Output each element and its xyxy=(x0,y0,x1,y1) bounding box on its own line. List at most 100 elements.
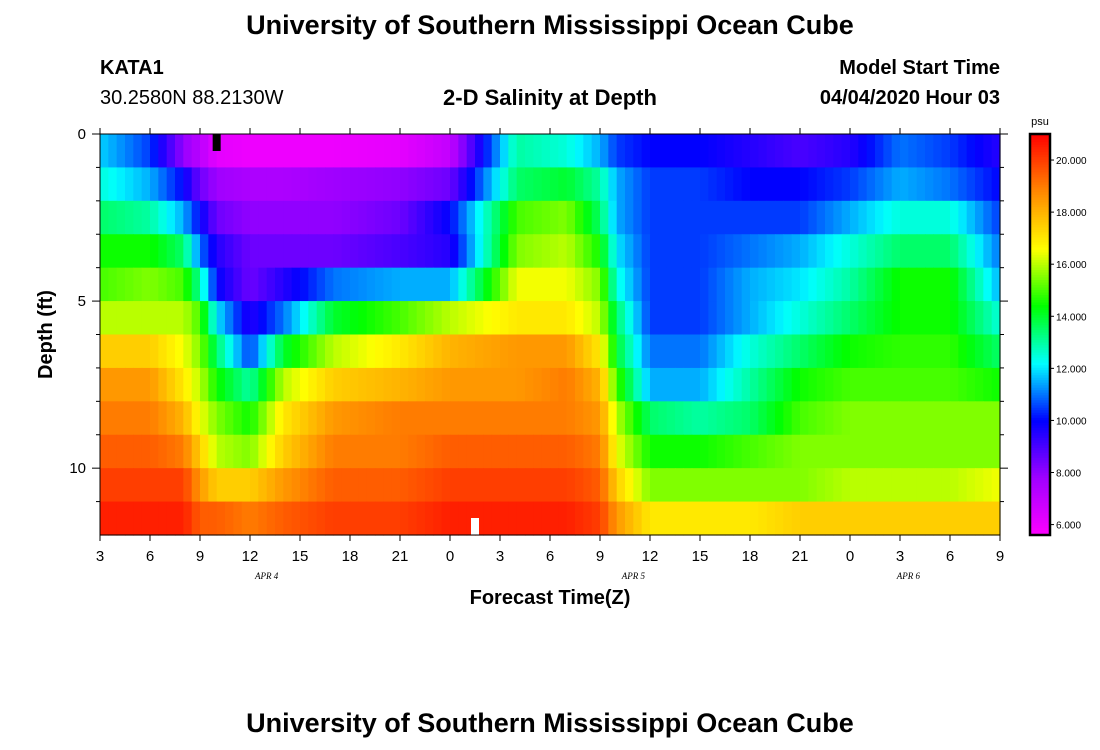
heatmap-cell xyxy=(758,367,768,402)
heatmap-cell xyxy=(283,434,293,469)
heatmap-cell xyxy=(283,367,293,402)
heatmap-cell xyxy=(841,334,851,369)
heatmap-cell xyxy=(675,167,684,202)
station-id: KATA1 xyxy=(100,57,164,79)
heatmap-cell xyxy=(275,501,284,536)
heatmap-cell xyxy=(791,334,801,369)
heatmap-cell xyxy=(308,234,318,269)
heatmap-cell xyxy=(358,134,368,169)
heatmap-cell xyxy=(775,367,784,402)
colorbar-strip xyxy=(1030,324,1050,328)
heatmap-cell xyxy=(941,301,951,336)
colorbar-strip xyxy=(1030,364,1050,368)
plot-title: 2-D Salinity at Depth xyxy=(443,85,657,110)
heatmap-cell xyxy=(250,468,259,503)
heatmap-cell xyxy=(966,301,976,336)
heatmap-cell xyxy=(175,167,184,202)
heatmap-cell xyxy=(325,301,334,336)
heatmap-cell xyxy=(833,167,843,202)
heatmap-cell xyxy=(141,468,151,503)
heatmap-cell xyxy=(450,367,459,402)
heatmap-cell xyxy=(241,401,251,436)
heatmap-cell xyxy=(791,434,801,469)
heatmap-cell xyxy=(250,200,259,235)
heatmap-cell xyxy=(658,367,668,402)
heatmap-cell xyxy=(800,501,809,536)
heatmap-cell xyxy=(366,501,376,536)
colorbar-strip xyxy=(1030,239,1050,243)
heatmap-cell xyxy=(200,334,209,369)
heatmap-cell xyxy=(866,501,876,536)
heatmap-cell xyxy=(675,267,684,302)
heatmap-cell xyxy=(400,468,409,503)
heatmap-cell xyxy=(758,468,768,503)
heatmap-cell xyxy=(875,501,884,536)
heatmap-cell xyxy=(508,301,518,336)
heatmap-cell xyxy=(700,501,709,536)
heatmap-cell xyxy=(766,334,776,369)
heatmap-cell xyxy=(983,134,993,169)
heatmap-cell xyxy=(391,267,401,302)
colorbar-strip xyxy=(1030,362,1050,366)
heatmap-cell xyxy=(100,234,109,269)
heatmap-cell xyxy=(133,200,143,235)
heatmap-cell xyxy=(125,468,134,503)
heatmap-cell xyxy=(325,234,334,269)
heatmap-cell xyxy=(508,501,518,536)
heatmap-cell xyxy=(175,267,184,302)
heatmap-cell xyxy=(183,501,193,536)
colorbar-strip xyxy=(1030,276,1050,280)
heatmap-cell xyxy=(508,200,518,235)
heatmap-cell xyxy=(850,468,859,503)
heatmap-cell xyxy=(400,267,409,302)
colorbar-strip xyxy=(1030,329,1050,333)
heatmap-cell xyxy=(516,234,526,269)
heatmap-cell xyxy=(991,468,1001,503)
heatmap-cell xyxy=(233,267,243,302)
heatmap-cell xyxy=(541,501,551,536)
heatmap-cell xyxy=(108,167,118,202)
heatmap-cell xyxy=(333,501,343,536)
heatmap-cell xyxy=(650,401,659,436)
heatmap-cell xyxy=(991,401,1001,436)
heatmap-cell xyxy=(883,200,893,235)
heatmap-cell xyxy=(175,501,184,536)
heatmap-cell xyxy=(258,334,268,369)
heatmap-cell xyxy=(575,401,584,436)
heatmap-cell xyxy=(966,434,976,469)
heatmap-cell xyxy=(433,468,443,503)
y-axis-label: Depth (ft) xyxy=(35,290,57,379)
heatmap-cell xyxy=(183,234,193,269)
heatmap-cell xyxy=(400,501,409,536)
heatmap-cell xyxy=(583,468,593,503)
heatmap-cell xyxy=(233,501,243,536)
heatmap-cell xyxy=(400,367,409,402)
heatmap-cell xyxy=(241,267,251,302)
heatmap-cell xyxy=(191,200,201,235)
heatmap-cell xyxy=(625,501,634,536)
heatmap-cell xyxy=(833,200,843,235)
heatmap-cell xyxy=(125,434,134,469)
heatmap-cell xyxy=(225,334,234,369)
colorbar-strip xyxy=(1030,342,1050,346)
heatmap-cell xyxy=(600,234,609,269)
heatmap-cell xyxy=(116,134,126,169)
heatmap-cell xyxy=(716,200,726,235)
heatmap-cell xyxy=(466,401,476,436)
heatmap-cell xyxy=(841,434,851,469)
colorbar-strip xyxy=(1030,334,1050,338)
heatmap-cell xyxy=(458,501,468,536)
heatmap-cell xyxy=(758,401,768,436)
heatmap-cell xyxy=(666,134,676,169)
heatmap-cell xyxy=(341,301,351,336)
heatmap-cell xyxy=(458,334,468,369)
heatmap-cell xyxy=(308,334,318,369)
heatmap-cell xyxy=(733,301,743,336)
heatmap-cell xyxy=(275,334,284,369)
heatmap-cell xyxy=(108,134,118,169)
heatmap-cell xyxy=(441,134,451,169)
heatmap-cell xyxy=(533,301,543,336)
colorbar-strip xyxy=(1030,347,1050,351)
heatmap-cell xyxy=(641,434,651,469)
heatmap-cell xyxy=(925,401,934,436)
